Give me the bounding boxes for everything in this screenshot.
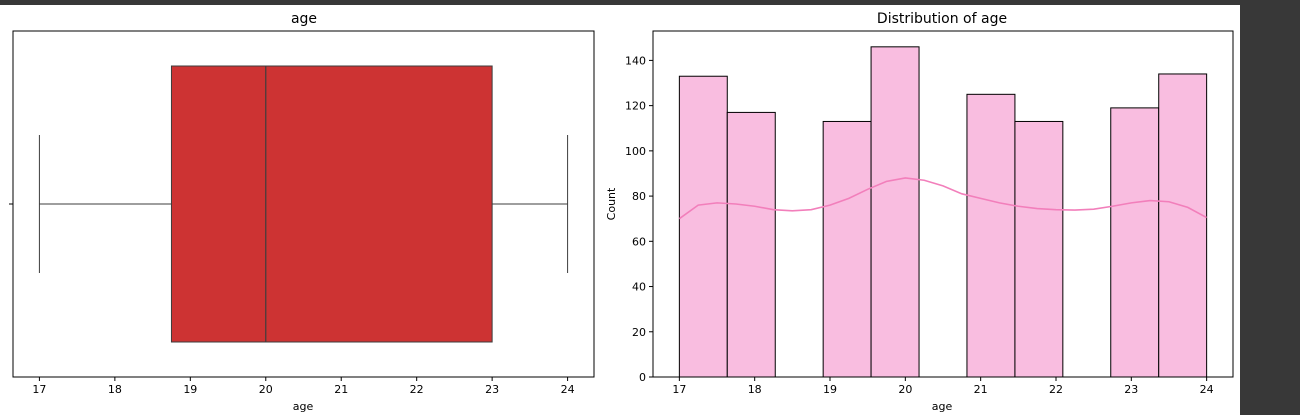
box-plot-x-ticks: 17 18 19 20 21 22 23 24 bbox=[32, 377, 575, 396]
box-plot-x-tick-label: 22 bbox=[410, 383, 424, 396]
box-plot-x-tick-label: 18 bbox=[108, 383, 122, 396]
histogram-x-ticks: 17 18 19 20 21 22 23 24 bbox=[672, 377, 1214, 396]
histogram-x-tick: 20 bbox=[898, 377, 912, 396]
histogram-x-tick: 23 bbox=[1124, 377, 1138, 396]
histogram-y-tick: 60 bbox=[632, 235, 653, 248]
histogram-y-tick-label: 60 bbox=[632, 235, 646, 248]
histogram-bar bbox=[726, 111, 776, 378]
box-plot-x-tick-label: 21 bbox=[334, 383, 348, 396]
histogram-x-tick: 21 bbox=[974, 377, 988, 396]
histogram-bar bbox=[1158, 73, 1208, 378]
histogram-x-tick-label: 23 bbox=[1124, 383, 1138, 396]
box-plot-x-tick-label: 19 bbox=[183, 383, 197, 396]
histogram-x-tick-label: 18 bbox=[748, 383, 762, 396]
histogram-y-tick: 120 bbox=[625, 100, 653, 113]
box-plot-x-tick-label: 23 bbox=[485, 383, 499, 396]
histogram-bar bbox=[822, 120, 872, 378]
figure: age 17 18 19 20 21 22 23 24 age Distribution of… bbox=[0, 5, 1240, 415]
box-plot-x-tick-label: 17 bbox=[32, 383, 46, 396]
histogram-y-tick: 140 bbox=[625, 54, 653, 67]
histogram-y-tick-label: 0 bbox=[639, 371, 646, 384]
histogram-y-tick-label: 20 bbox=[632, 326, 646, 339]
histogram-x-tick: 19 bbox=[823, 377, 837, 396]
histogram-y-ticks: 0 20 40 60 80 100 120 140 bbox=[625, 54, 653, 384]
histogram-y-tick: 40 bbox=[632, 281, 653, 294]
histogram-y-axis-label: Count bbox=[605, 187, 618, 220]
box-plot-x-axis-label: age bbox=[293, 400, 314, 413]
histogram-y-tick-label: 140 bbox=[625, 54, 646, 67]
histogram-y-tick-label: 100 bbox=[625, 145, 646, 158]
histogram-x-axis-label: age bbox=[932, 400, 953, 413]
histogram-title: Distribution of age bbox=[877, 11, 1007, 27]
box-plot-title: age bbox=[291, 11, 317, 27]
box-plot-x-tick: 22 bbox=[410, 377, 424, 396]
histogram-bar bbox=[870, 46, 920, 378]
histogram-y-tick-label: 40 bbox=[632, 281, 646, 294]
box-plot-chart: age 17 18 19 20 21 22 23 24 age bbox=[9, 11, 595, 413]
box-plot-x-tick: 19 bbox=[183, 377, 197, 396]
histogram-y-tick: 20 bbox=[632, 326, 653, 339]
box-plot-x-tick: 24 bbox=[561, 377, 575, 396]
histogram-y-tick: 0 bbox=[639, 371, 653, 384]
box-plot-x-tick-label: 24 bbox=[561, 383, 575, 396]
histogram-y-tick-label: 120 bbox=[625, 100, 646, 113]
histogram-x-tick-label: 22 bbox=[1049, 383, 1063, 396]
histogram-x-tick-label: 21 bbox=[974, 383, 988, 396]
box-plot-x-tick: 21 bbox=[334, 377, 348, 396]
histogram-bar bbox=[966, 93, 1016, 378]
histogram-bars bbox=[678, 46, 1208, 378]
box-plot-box bbox=[170, 65, 493, 343]
histogram-bar bbox=[1014, 120, 1064, 378]
histogram-x-tick-label: 17 bbox=[672, 383, 686, 396]
histogram-chart: Distribution of age 17 18 19 20 21 22 23 24 0 20… bbox=[605, 11, 1234, 413]
box-plot-x-tick-label: 20 bbox=[259, 383, 273, 396]
box-plot-x-tick: 20 bbox=[259, 377, 273, 396]
box-plot-x-tick: 18 bbox=[108, 377, 122, 396]
histogram-y-tick-label: 80 bbox=[632, 190, 646, 203]
histogram-y-tick: 80 bbox=[632, 190, 653, 203]
histogram-kde-line bbox=[678, 177, 1208, 220]
box-plot-area bbox=[38, 65, 569, 343]
histogram-x-tick: 18 bbox=[748, 377, 762, 396]
histogram-x-tick: 22 bbox=[1049, 377, 1063, 396]
histogram-bar bbox=[678, 75, 728, 378]
figure-canvas: age 17 18 19 20 21 22 23 24 age Distribution of… bbox=[9, 11, 1234, 413]
histogram-frame bbox=[652, 30, 1234, 378]
box-plot-x-tick: 23 bbox=[485, 377, 499, 396]
histogram-y-tick: 100 bbox=[625, 145, 653, 158]
histogram-bar bbox=[1110, 107, 1160, 378]
histogram-x-tick-label: 24 bbox=[1200, 383, 1214, 396]
histogram-x-tick-label: 19 bbox=[823, 383, 837, 396]
box-plot-x-tick: 17 bbox=[32, 377, 46, 396]
histogram-x-tick-label: 20 bbox=[898, 383, 912, 396]
histogram-x-tick: 24 bbox=[1200, 377, 1214, 396]
histogram-x-tick: 17 bbox=[672, 377, 686, 396]
